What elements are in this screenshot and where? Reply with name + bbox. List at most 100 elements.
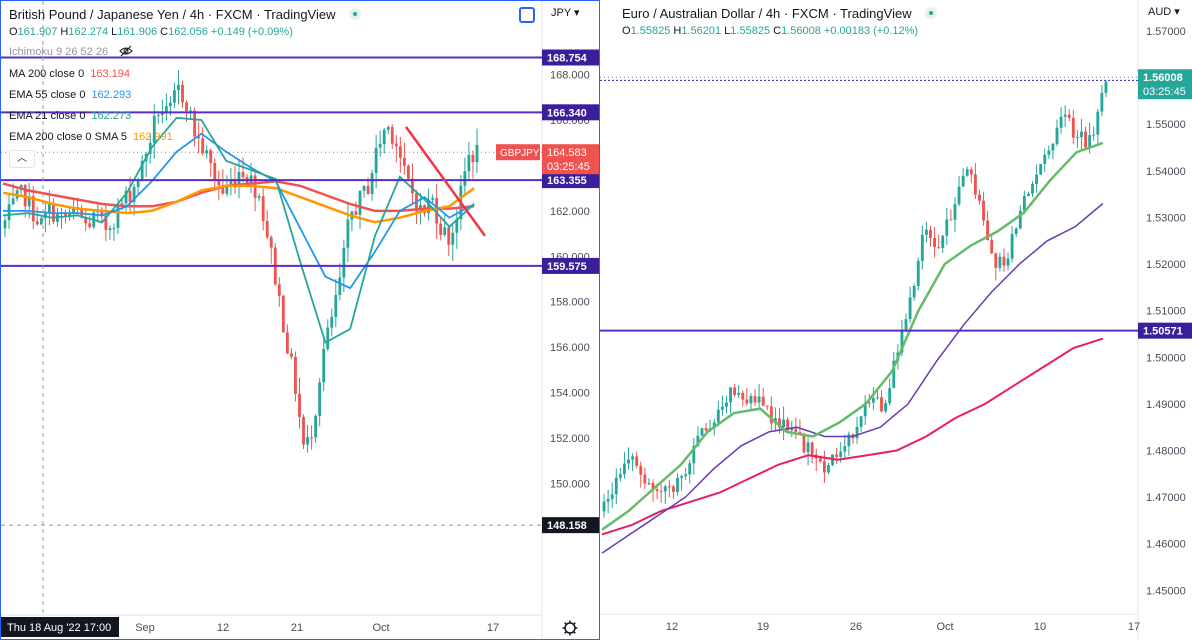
candle-body xyxy=(269,237,273,248)
candle-body xyxy=(733,387,737,395)
candle-body xyxy=(168,102,172,107)
candle-body xyxy=(277,284,281,296)
candle-body xyxy=(281,295,285,333)
candle-body xyxy=(1039,163,1043,175)
candle-body xyxy=(855,426,859,439)
candle-body xyxy=(933,238,937,248)
candle-body xyxy=(1080,131,1083,138)
symbol-name[interactable]: British Pound / Japanese Yen xyxy=(9,7,179,22)
candle-body xyxy=(794,428,798,432)
hidden-eye-icon[interactable] xyxy=(119,45,133,60)
price-tick-label: 1.52000 xyxy=(1146,259,1186,271)
candle-body xyxy=(945,219,949,236)
candle-body xyxy=(160,112,164,115)
countdown-label: 03:25:45 xyxy=(547,161,590,173)
candle-body xyxy=(1092,134,1096,136)
time-tick-label: Oct xyxy=(936,621,953,633)
candle-body xyxy=(475,144,479,163)
interval-label[interactable]: 4h xyxy=(765,6,781,21)
candle-body xyxy=(969,169,973,175)
candle-body xyxy=(688,463,692,475)
candle-body xyxy=(998,256,1002,268)
candle-body xyxy=(112,227,116,229)
candle-body xyxy=(193,110,197,137)
price-tick-label: 1.54000 xyxy=(1146,166,1186,178)
euraud-chart-canvas[interactable]: 1.45000 1.46000 1.47000 1.48000 1.49000 1.500… xyxy=(600,0,1192,640)
candle-body xyxy=(197,136,201,139)
candle-body xyxy=(778,418,781,428)
symbol-name[interactable]: Euro / Australian Dollar xyxy=(622,6,755,21)
candle-body xyxy=(1014,228,1018,234)
candle-body xyxy=(108,228,112,230)
candle-body xyxy=(916,260,920,287)
candle-body xyxy=(322,348,326,383)
indicator-ema21[interactable]: EMA 21 close 0 162.273 xyxy=(9,110,132,122)
candle-body xyxy=(614,477,618,495)
indicator-ema55[interactable]: EMA 55 close 0 162.293 xyxy=(9,89,132,101)
candle-body xyxy=(233,180,237,186)
candle-body xyxy=(892,360,896,389)
crosshair-price-label: 148.158 xyxy=(547,520,587,532)
candle-body xyxy=(318,382,322,416)
candle-body xyxy=(671,486,675,492)
indicator-ma200[interactable]: MA 200 close 0 163.194 xyxy=(9,68,130,80)
candle-body xyxy=(769,406,773,424)
candle-body xyxy=(229,180,233,186)
candle-body xyxy=(1026,193,1030,196)
candle-body xyxy=(659,491,663,493)
euraud-chart-panel[interactable]: 1.45000 1.46000 1.47000 1.48000 1.49000 1.500… xyxy=(600,0,1192,640)
price-tick-label: 162.000 xyxy=(550,206,590,218)
ema-green-line xyxy=(601,141,1104,531)
market-open-icon xyxy=(349,8,362,20)
candle-body xyxy=(463,171,467,186)
candle-body xyxy=(386,127,390,130)
candle-body xyxy=(790,428,794,431)
time-tick-label: 10 xyxy=(1034,621,1046,633)
candle-body xyxy=(439,223,443,235)
candle-body xyxy=(285,332,289,354)
close-value: 162.056 xyxy=(168,26,208,38)
currency-convert-button[interactable] xyxy=(519,7,535,23)
candle-body xyxy=(302,416,305,445)
candle-body xyxy=(314,415,318,438)
candle-body xyxy=(847,434,851,447)
ohlc-readout: O1.55825 H1.56201 L1.55825 C1.56008 +0.0… xyxy=(622,25,919,37)
candle-body xyxy=(64,212,67,216)
candle-body xyxy=(1010,233,1014,259)
candle-body xyxy=(1022,195,1026,211)
candle-body xyxy=(290,353,293,357)
gbpjpy-chart-canvas[interactable]: 150.000152.000154.000156.000158.000160.0… xyxy=(1,1,599,639)
level-price-tag xyxy=(542,172,599,189)
last-price-tag xyxy=(542,144,599,175)
collapse-legend-button[interactable]: ︿ xyxy=(9,150,35,168)
level-price-tag xyxy=(542,257,599,274)
candle-body xyxy=(753,396,757,403)
candle-body xyxy=(802,434,806,453)
candle-body xyxy=(181,84,184,103)
candle-body xyxy=(610,494,614,499)
axis-unit-label[interactable]: JPY ▾ xyxy=(551,7,580,19)
gbpjpy-chart-panel[interactable]: 150.000 152.000 154.000 156.000 158.000 160.0… xyxy=(0,0,600,640)
indicator-ema200-sma5[interactable]: EMA 200 close 0 SMA 5 162.991 xyxy=(9,131,173,143)
candle-body xyxy=(880,397,883,412)
interval-label[interactable]: 4h xyxy=(189,7,205,22)
candle-body xyxy=(152,115,156,143)
candle-body xyxy=(667,486,671,488)
candle-body xyxy=(334,295,338,317)
price-tick-label: 1.46000 xyxy=(1146,539,1186,551)
time-tick-label: 21 xyxy=(291,622,303,634)
price-tick-label: 1.53000 xyxy=(1146,212,1186,224)
candle-body xyxy=(716,409,720,423)
ema-crimson-line xyxy=(601,337,1104,536)
candle-body xyxy=(342,247,346,278)
gear-icon[interactable] xyxy=(562,620,578,636)
candle-body xyxy=(680,476,684,478)
indicator-ichimoku[interactable]: Ichimoku 9 26 52 26 xyxy=(9,46,109,58)
candle-body xyxy=(631,456,635,460)
candle-body xyxy=(402,157,406,166)
level-price-label: 166.340 xyxy=(547,107,587,119)
candle-body xyxy=(104,215,108,230)
candle-body xyxy=(623,463,626,475)
axis-unit-label[interactable]: AUD ▾ xyxy=(1148,6,1180,18)
candle-body xyxy=(298,393,301,417)
